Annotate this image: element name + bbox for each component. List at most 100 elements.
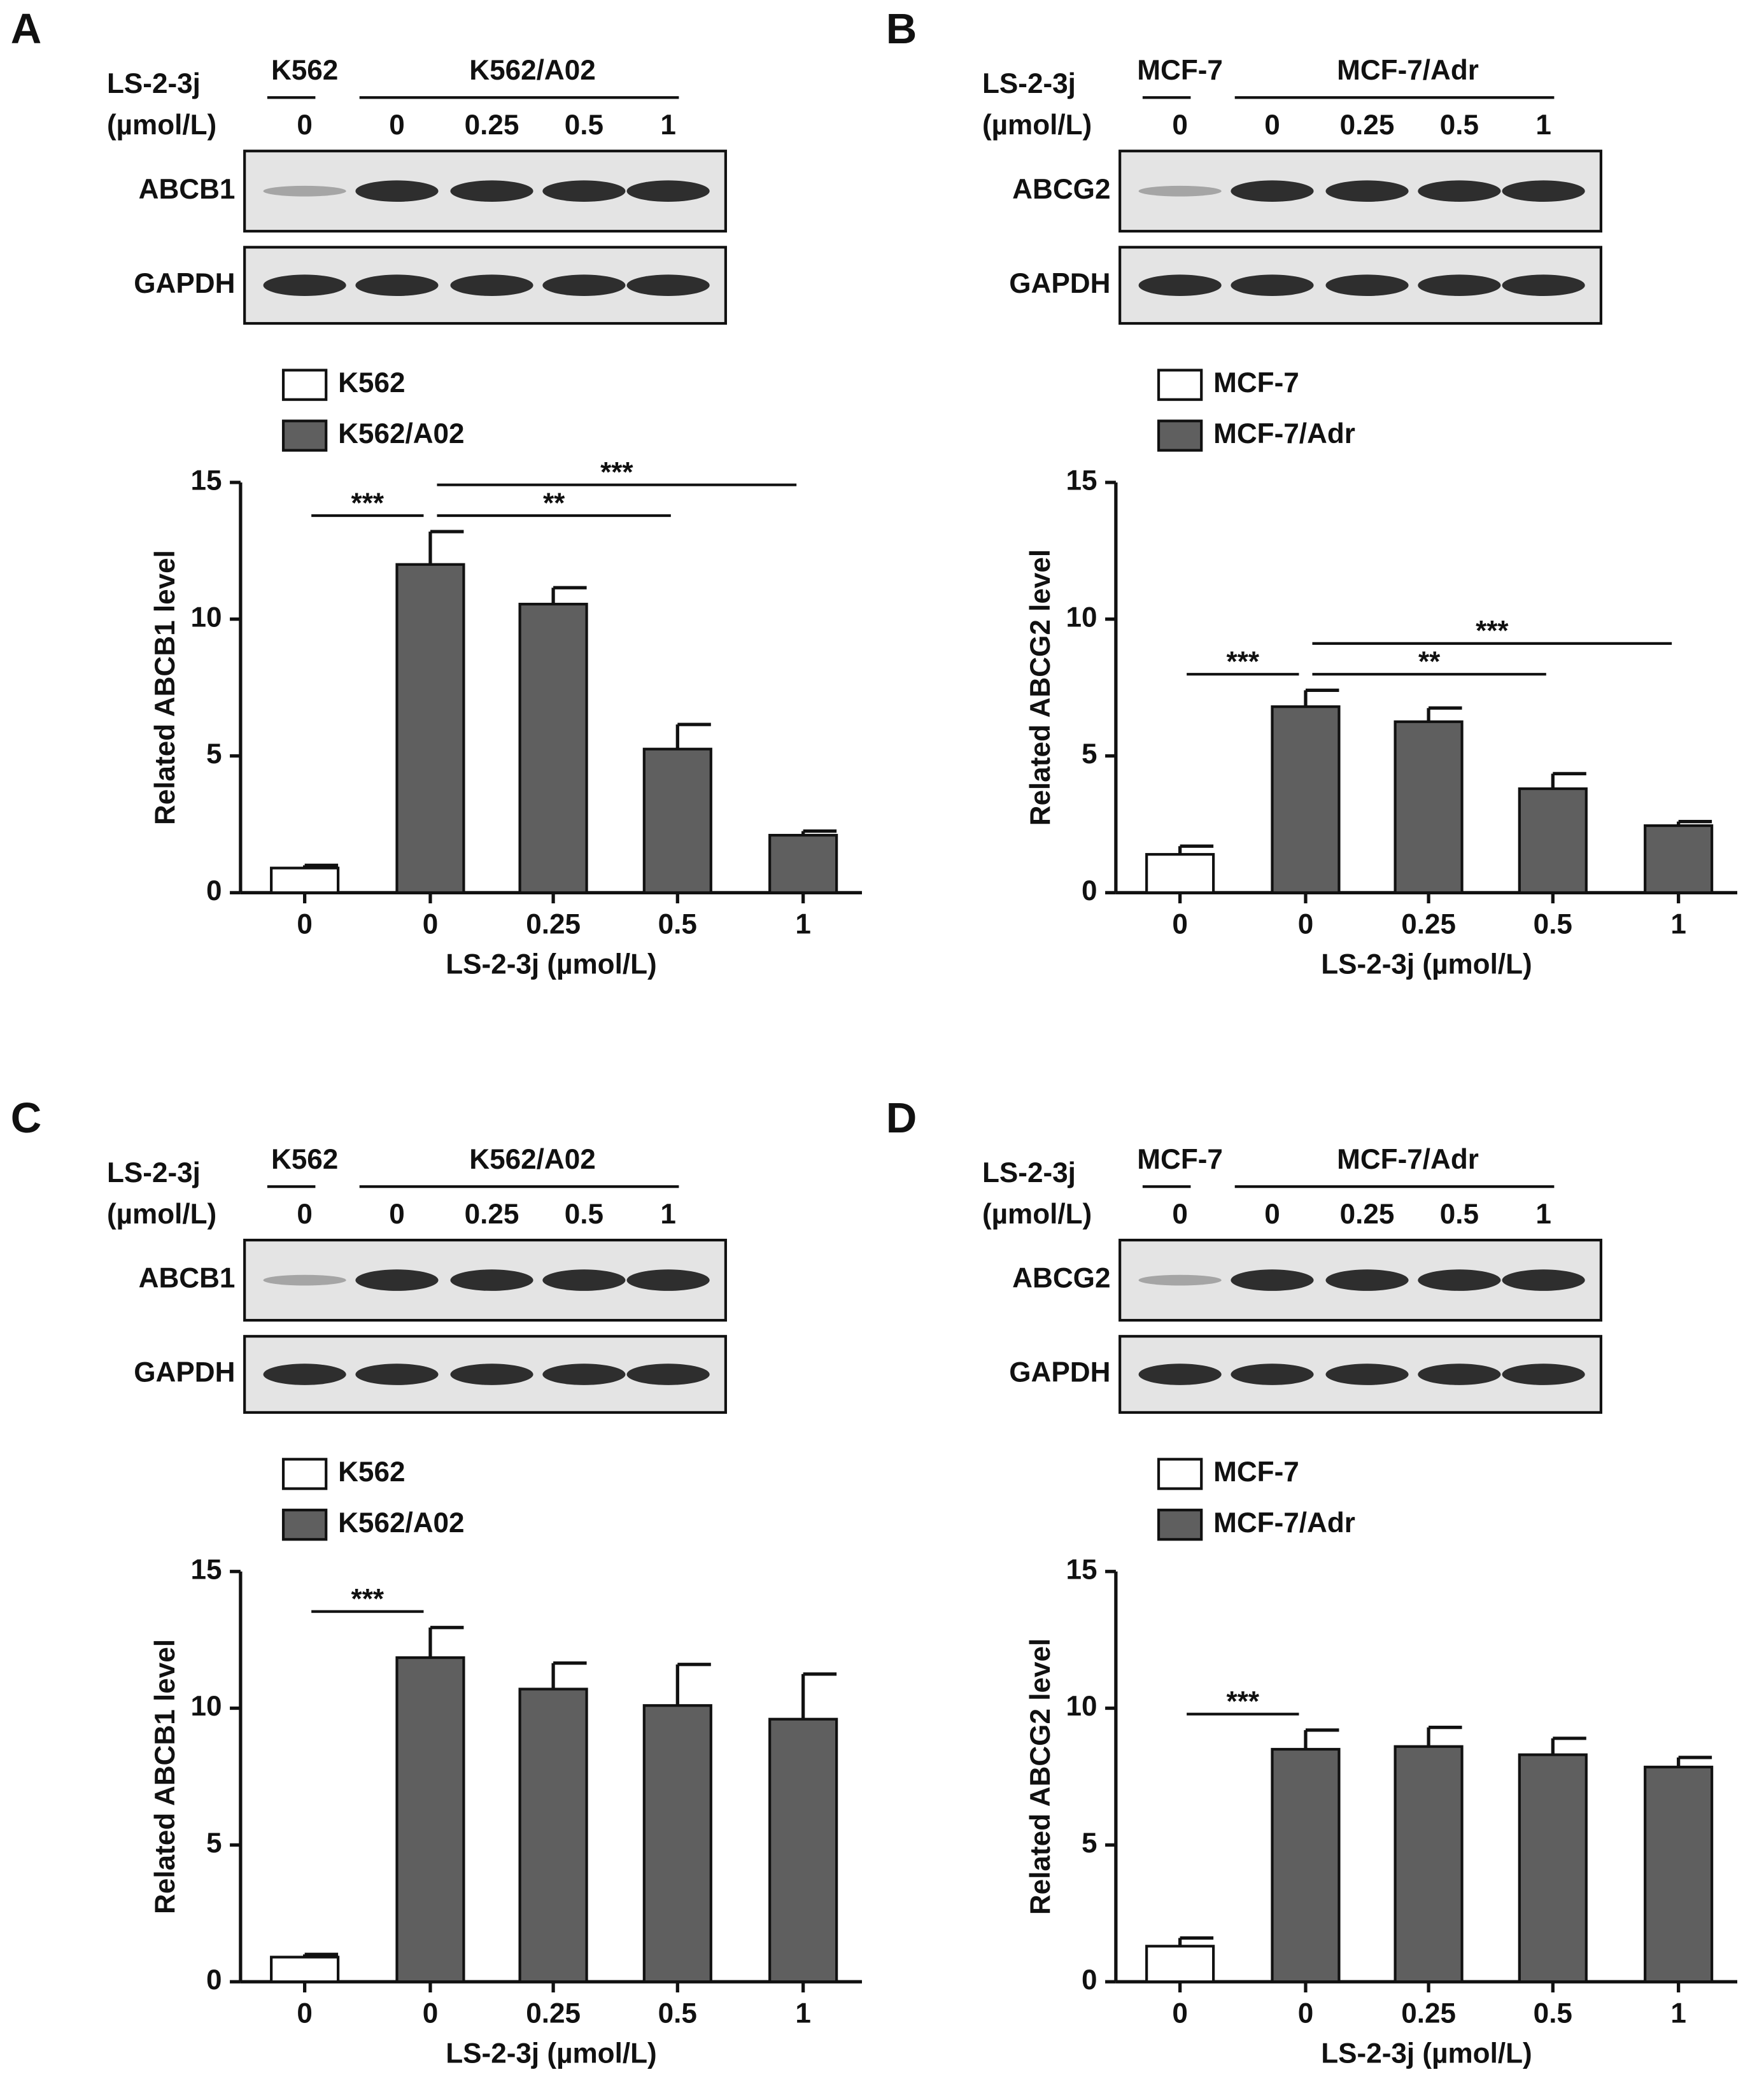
dose-label: 0	[389, 109, 405, 141]
x-tick-label: 0	[1172, 908, 1188, 940]
legend-swatch	[1157, 369, 1203, 401]
panel-letter: D	[886, 1094, 917, 1142]
blot-band	[450, 274, 533, 297]
panel-letter: B	[886, 5, 917, 53]
y-axis-title: Related ABCB1 level	[150, 1639, 181, 1914]
x-tick-label: 0	[423, 908, 439, 940]
x-tick-label: 0	[1172, 1998, 1188, 2029]
x-axis-title: LS-2-3j (µmol/L)	[446, 2038, 657, 2069]
unit-label: (µmol/L)	[982, 109, 1092, 141]
x-tick-label: 0.25	[526, 908, 581, 940]
treatment-label: LS-2-3j	[982, 1157, 1076, 1188]
dose-label: 0.25	[465, 1199, 519, 1230]
legend-swatch	[281, 1458, 328, 1490]
dose-label: 0.5	[565, 1199, 603, 1230]
blot-band	[450, 1269, 533, 1291]
panel-letter: C	[11, 1094, 42, 1142]
x-tick-label: 0.25	[1401, 908, 1456, 940]
y-tick-label: 0	[1082, 875, 1097, 906]
unit-label: (µmol/L)	[982, 1199, 1092, 1230]
dose-label: 0	[297, 109, 313, 141]
bar	[395, 563, 465, 894]
legend-label: K562	[338, 1456, 405, 1488]
blot-band	[1502, 274, 1585, 297]
y-tick-label: 10	[190, 602, 222, 633]
y-tick-label: 0	[206, 1964, 222, 1996]
blot-band	[1325, 180, 1409, 202]
significance-label: ***	[600, 457, 633, 488]
dose-label: 0.5	[1440, 109, 1479, 141]
legend-swatch	[281, 369, 328, 401]
dose-label: 0	[1264, 109, 1280, 141]
bar	[1518, 787, 1588, 894]
significance-label: **	[543, 488, 565, 519]
bar	[518, 602, 588, 894]
blot-band	[263, 1364, 346, 1385]
blot-band	[1231, 1364, 1314, 1385]
blot-band	[1502, 1269, 1585, 1291]
panel: D LS-2-3j (µmol/L) MCF-7 0 MCF-7/Adr 0 0.25 0.5 1…	[886, 1094, 1738, 2069]
significance-label: ***	[1476, 616, 1509, 647]
bar	[1394, 1745, 1464, 1984]
legend-swatch	[281, 1509, 328, 1541]
bar	[642, 1704, 712, 1984]
y-tick-label: 5	[206, 1828, 222, 1859]
significance-label: ***	[351, 1583, 385, 1614]
blot-row-label: GAPDH	[1009, 268, 1110, 299]
bar	[518, 1688, 588, 1984]
x-tick-label: 0	[423, 1998, 439, 2029]
bar	[395, 1656, 465, 1984]
x-tick-label: 0.25	[1401, 1998, 1456, 2029]
blot-band	[1418, 1269, 1501, 1291]
y-tick-label: 15	[1066, 1554, 1097, 1585]
dose-label: 0.25	[1340, 109, 1395, 141]
y-tick-label: 15	[190, 1554, 222, 1585]
x-axis-title: LS-2-3j (µmol/L)	[446, 948, 657, 980]
legend-swatch	[1157, 1509, 1203, 1541]
unit-label: (µmol/L)	[107, 1199, 216, 1230]
legend-swatch	[281, 419, 328, 452]
blot-band	[263, 274, 346, 297]
dose-label: 1	[660, 1199, 676, 1230]
legend-label: K562/A02	[338, 418, 464, 449]
blot-band	[542, 1269, 626, 1291]
blot-band	[450, 1364, 533, 1385]
legend-swatch	[1157, 1458, 1203, 1490]
blot-band	[542, 274, 626, 297]
treatment-label: LS-2-3j	[107, 1157, 201, 1188]
blot-band	[626, 1269, 710, 1291]
legend-label: MCF-7	[1213, 1456, 1299, 1488]
blot-band	[1231, 1269, 1314, 1291]
significance-label: ***	[1227, 646, 1260, 677]
x-axis-title: LS-2-3j (µmol/L)	[1321, 2038, 1532, 2069]
blot-band	[1138, 1364, 1222, 1385]
treatment-label: LS-2-3j	[982, 68, 1076, 99]
blot-band	[1138, 185, 1222, 197]
bar	[1518, 1753, 1588, 1984]
blot-group-label: K562	[271, 55, 338, 86]
bar	[1145, 853, 1215, 894]
blot-band	[1418, 274, 1501, 297]
blot-group-label: K562	[271, 1144, 338, 1175]
panel-letter: A	[11, 5, 42, 53]
dose-label: 0	[1172, 109, 1188, 141]
blot-band	[626, 274, 710, 297]
legend-label: MCF-7/Adr	[1213, 1507, 1355, 1539]
blot-band	[1138, 1274, 1222, 1286]
blot-group-label: K562/A02	[469, 1144, 595, 1175]
blot-band	[1418, 1364, 1501, 1385]
blot-band	[1502, 1364, 1585, 1385]
x-tick-label: 1	[1670, 908, 1686, 940]
blot-band	[1325, 1364, 1409, 1385]
y-tick-label: 5	[1082, 1828, 1097, 1859]
blot-band	[263, 185, 346, 197]
blot-band	[355, 1269, 439, 1291]
blot-band	[542, 1364, 626, 1385]
significance-label: ***	[1227, 1686, 1260, 1717]
bar	[642, 747, 712, 894]
legend-label: K562/A02	[338, 1507, 464, 1539]
bar	[1271, 705, 1341, 894]
legend-label: MCF-7	[1213, 367, 1299, 398]
y-tick-label: 10	[1066, 1691, 1097, 1722]
y-tick-label: 15	[190, 465, 222, 496]
